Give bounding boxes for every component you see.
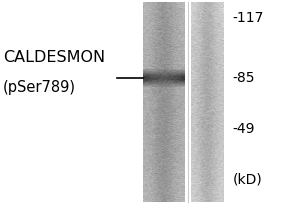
Text: CALDESMON: CALDESMON <box>3 50 105 65</box>
Text: -117: -117 <box>232 11 264 25</box>
Text: (pSer789): (pSer789) <box>3 80 76 95</box>
Text: (kD): (kD) <box>232 173 262 186</box>
Text: -85: -85 <box>232 71 255 84</box>
Text: -49: -49 <box>232 122 255 135</box>
